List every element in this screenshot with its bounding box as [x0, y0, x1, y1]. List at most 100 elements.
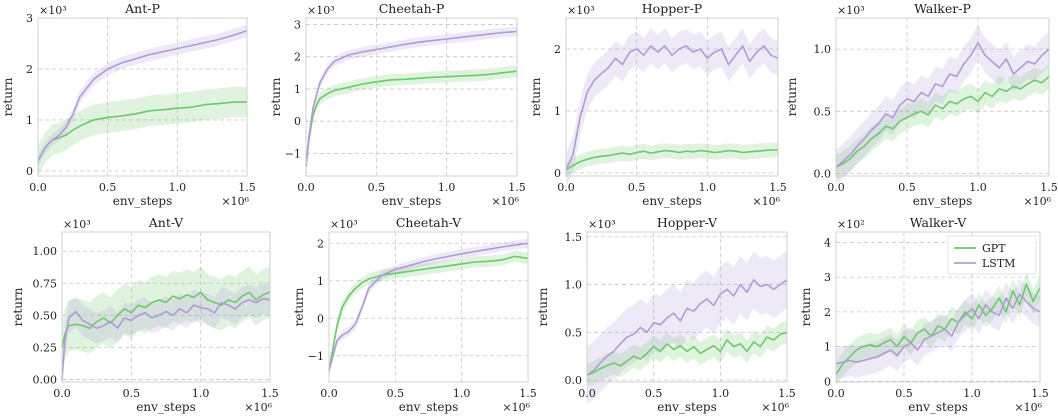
- y-tick-label: 0.75: [33, 277, 58, 290]
- y-axis-label: return: [529, 77, 543, 116]
- x-tick-label: 0.5: [368, 181, 386, 194]
- x-tick-label: 1.5: [1040, 181, 1058, 194]
- x-tick-label: 1.0: [438, 181, 456, 194]
- y-tick-label: 0: [554, 167, 561, 180]
- series-line-lstm: [328, 242, 529, 372]
- x-tick-label: 0.5: [895, 387, 913, 400]
- y-tick-label: 2: [26, 63, 33, 76]
- y-axis-label: return: [785, 77, 799, 116]
- subplot-ant-p: 0.0 0.5 1.0 1.5 0 1 2 3 Ant-P env_steps return ×10³…: [1, 1, 256, 208]
- y-tick-label: 1: [317, 275, 324, 288]
- x-tick-label: 1.0: [969, 181, 987, 194]
- subplot-title: Walker-V: [910, 215, 967, 230]
- subplot-ant-v: 0.0 0.5 1.0 1.5 0.00 0.25 0.50 0.75 1.00 Ant-V env…: [11, 215, 279, 414]
- confidence-band-gpt: [306, 65, 517, 173]
- x-axis-label: env_steps: [113, 194, 173, 208]
- legend: GPT LSTM: [947, 235, 1037, 275]
- y-tick-label: 4: [824, 236, 831, 249]
- y-tick-label: 0: [294, 115, 301, 128]
- plot-frame: [37, 17, 248, 177]
- y-axis-multiplier: ×10³: [307, 4, 335, 17]
- confidence-band-lstm: [62, 283, 270, 395]
- series-line-gpt: [835, 75, 1050, 169]
- x-tick-label: 0.0: [557, 181, 575, 194]
- y-axis-label: return: [11, 287, 25, 326]
- confidence-band-gpt: [329, 250, 528, 377]
- subplot-title: Hopper-P: [642, 1, 702, 16]
- series-line-gpt: [37, 101, 247, 162]
- series-line-lstm: [37, 29, 248, 162]
- x-tick-label: 0.0: [53, 387, 71, 400]
- subplot-title: Ant-P: [124, 1, 160, 16]
- subplot-title: Ant-V: [148, 215, 184, 230]
- x-axis-multiplier: ×10⁶: [1014, 401, 1042, 414]
- confidence-band-gpt: [38, 86, 247, 176]
- x-axis-label: env_steps: [657, 400, 717, 414]
- y-tick-label: 0.50: [33, 309, 58, 322]
- x-axis-multiplier: ×10⁶: [1023, 195, 1051, 208]
- x-axis-label: env_steps: [642, 194, 702, 208]
- legend-label-lstm: LSTM: [982, 257, 1015, 270]
- y-tick-label: 1: [554, 105, 561, 118]
- x-tick-label: 0.5: [99, 181, 117, 194]
- y-tick-label: 0: [317, 312, 324, 325]
- y-axis-multiplier: ×10³: [588, 218, 616, 231]
- y-tick-label: 2: [824, 306, 831, 319]
- y-tick-label: 1.0: [814, 43, 832, 56]
- y-axis-label: return: [269, 77, 283, 116]
- y-tick-label: 0.00: [33, 373, 58, 386]
- x-tick-label: 1.0: [712, 387, 730, 400]
- subplot-title: Cheetah-P: [379, 1, 445, 16]
- confidence-band-lstm: [587, 251, 787, 404]
- y-tick-label: 0: [824, 375, 831, 388]
- x-tick-label: 0.0: [578, 387, 596, 400]
- y-tick-label: 0: [26, 165, 33, 178]
- y-tick-label: 1.5: [565, 231, 583, 244]
- confidence-band-lstm: [38, 24, 247, 167]
- y-tick-label: 1.0: [565, 279, 583, 292]
- x-tick-label: 1.5: [519, 387, 537, 400]
- subplot-cheetah-p: 0.0 0.5 1.0 1.5 −1 0 1 2 3 Cheetah-P env_steps retu…: [269, 1, 526, 208]
- x-tick-label: 0.5: [123, 387, 141, 400]
- x-axis-label: env_steps: [136, 400, 196, 414]
- x-axis-multiplier: ×10⁶: [221, 195, 249, 208]
- x-axis-multiplier: ×10⁶: [491, 195, 519, 208]
- x-tick-label: 1.5: [238, 181, 256, 194]
- y-axis-label: return: [799, 287, 813, 326]
- y-axis-label: return: [292, 287, 306, 326]
- x-axis-label: env_steps: [382, 194, 442, 208]
- series-line-lstm: [305, 30, 518, 167]
- x-tick-label: 0.0: [827, 387, 845, 400]
- x-axis-multiplier: ×10⁶: [752, 195, 780, 208]
- y-tick-label: −1: [308, 350, 324, 363]
- x-tick-label: 1.0: [963, 387, 981, 400]
- y-axis-multiplier: ×10³: [63, 218, 91, 231]
- x-axis-multiplier: ×10⁶: [244, 401, 272, 414]
- x-tick-label: 1.0: [192, 387, 210, 400]
- x-tick-label: 1.5: [778, 387, 796, 400]
- legend-box: [947, 235, 1037, 275]
- series-line-lstm: [835, 42, 1050, 168]
- x-tick-label: 1.5: [1031, 387, 1049, 400]
- subplot-title: Cheetah-V: [396, 215, 462, 230]
- plot-frame: [835, 17, 1050, 177]
- x-tick-label: 0.0: [827, 181, 845, 194]
- y-tick-label: 0.0: [565, 374, 583, 387]
- plot-frame: [835, 231, 1041, 383]
- x-axis-label: env_steps: [913, 194, 973, 208]
- y-axis-multiplier: ×10²: [837, 218, 865, 231]
- series-line-gpt: [586, 331, 788, 377]
- subplot-cheetah-v: 0.0 0.5 1.0 1.5 −1 0 1 2 Cheetah-V env_steps retur…: [292, 215, 537, 414]
- x-tick-label: 1.0: [453, 387, 471, 400]
- subplot-walker-p: 0.0 0.5 1.0 1.5 0.0 0.5 1.0 Walker-P env_steps re…: [785, 1, 1058, 208]
- x-tick-label: 0.0: [297, 181, 315, 194]
- confidence-band-lstm: [836, 278, 1040, 380]
- subplot-hopper-p: 0.0 0.5 1.0 1.5 0 1 2 Hopper-P env_steps return ×1…: [529, 1, 787, 208]
- y-tick-label: 2: [294, 51, 301, 64]
- y-tick-label: 0.25: [33, 341, 58, 354]
- x-tick-label: 1.5: [508, 181, 526, 194]
- x-tick-label: 0.5: [387, 387, 405, 400]
- x-tick-label: 0.0: [29, 181, 47, 194]
- x-tick-label: 1.0: [699, 181, 717, 194]
